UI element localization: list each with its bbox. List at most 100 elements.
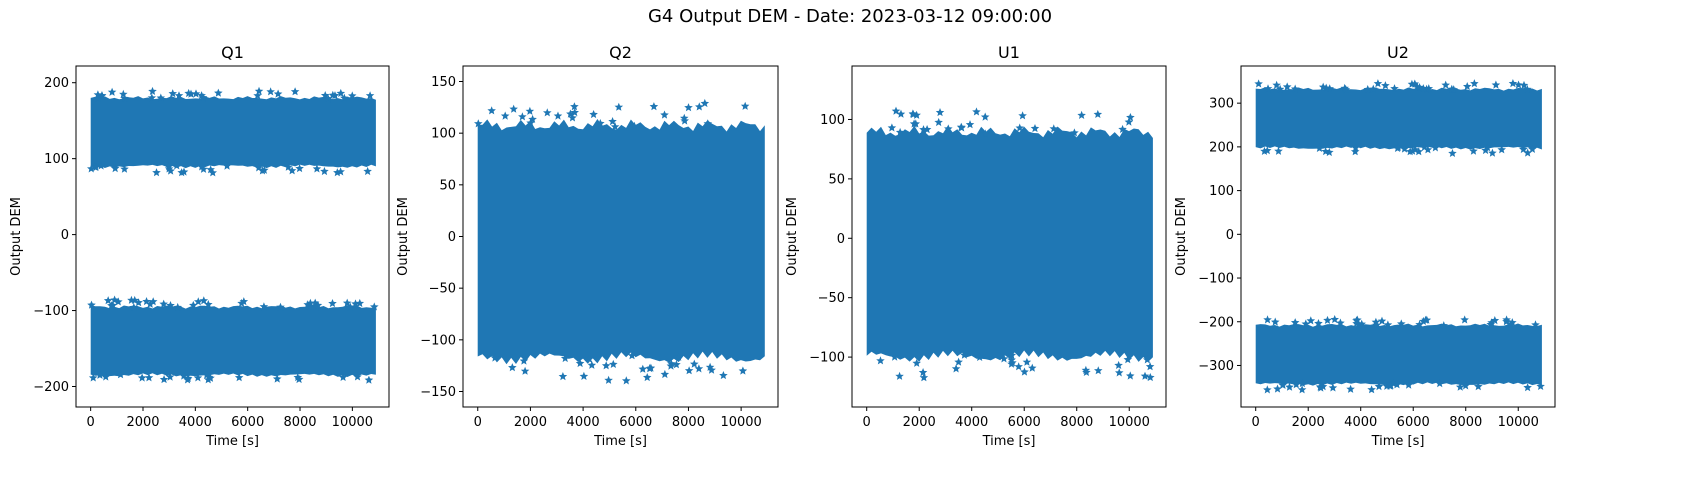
scatter-point — [1523, 148, 1532, 157]
scatter-point — [1439, 321, 1449, 330]
scatter-point — [1400, 144, 1409, 153]
scatter-point — [667, 359, 676, 368]
scatter-point — [1282, 82, 1292, 91]
scatter-point — [528, 114, 537, 123]
scatter-point — [1474, 382, 1483, 391]
scatter-point — [197, 91, 206, 100]
scatter-point — [1377, 316, 1387, 325]
scatter-point — [490, 353, 500, 362]
scatter-point — [660, 110, 669, 119]
scatter-point — [290, 87, 300, 96]
x-tick-label: 10000 — [332, 415, 373, 430]
scatter-point — [1301, 319, 1311, 328]
scatter-band-1 — [1255, 87, 1542, 150]
scatter-point — [934, 117, 943, 127]
data-points — [87, 86, 379, 384]
scatter-point — [266, 87, 275, 96]
axes-frame — [851, 65, 1167, 408]
scatter-point — [116, 370, 125, 379]
scatter-point — [700, 98, 710, 108]
scatter-point — [260, 165, 269, 174]
scatter-point — [518, 112, 527, 121]
scatter-point — [1460, 315, 1469, 324]
y-tick-label: −100 — [809, 351, 845, 366]
scatter-point — [1523, 383, 1532, 392]
scatter-point — [284, 162, 293, 171]
scatter-point — [918, 368, 928, 377]
scatter-point — [107, 87, 117, 96]
scatter-point — [166, 301, 175, 310]
scatter-point — [1514, 80, 1523, 89]
scatter-point — [93, 90, 103, 99]
scatter-point — [208, 168, 217, 177]
scatter-point — [610, 122, 620, 131]
scatter-point — [1014, 362, 1023, 371]
scatter-point — [137, 373, 147, 382]
scatter-point — [1022, 357, 1032, 366]
scatter-point — [579, 371, 589, 380]
y-tick-label: −100 — [1198, 272, 1234, 287]
scatter-point — [922, 125, 932, 134]
scatter-point — [1140, 371, 1150, 380]
scatter-point — [1447, 84, 1457, 93]
scatter-point — [370, 302, 379, 311]
scatter-band-1 — [90, 96, 376, 169]
scatter-point — [273, 89, 283, 98]
scatter-point — [165, 372, 175, 381]
scatter-point — [1263, 84, 1273, 93]
scatter-point — [174, 91, 184, 100]
scatter-point — [1077, 110, 1086, 119]
x-tick-label: 8000 — [283, 415, 316, 430]
scatter-point — [1346, 384, 1355, 393]
scatter-point — [919, 373, 929, 382]
scatter-point — [1124, 117, 1134, 126]
scatter-point — [1263, 385, 1272, 394]
scatter-point — [1350, 147, 1360, 156]
scatter-point — [896, 109, 906, 118]
scatter-point — [558, 372, 568, 381]
scatter-point — [890, 352, 899, 361]
scatter-point — [96, 161, 106, 170]
scatter-point — [1531, 320, 1540, 329]
scatter-point — [253, 91, 262, 100]
scatter-point — [972, 107, 981, 116]
scatter-point — [1007, 350, 1017, 359]
x-tick-label: 10000 — [1109, 415, 1150, 430]
scatter-point — [509, 104, 518, 113]
x-tick-label: 0 — [863, 415, 871, 430]
scatter-point — [1115, 368, 1124, 377]
scatter-point — [1272, 80, 1281, 89]
subplot-title: U1 — [998, 43, 1020, 62]
scatter-band-1 — [477, 119, 765, 365]
scatter-point — [1383, 320, 1393, 329]
scatter-point — [320, 166, 329, 176]
scatter-point — [1290, 318, 1300, 327]
scatter-point — [1352, 319, 1361, 328]
scatter-point — [1049, 124, 1058, 133]
y-tick-label: 100 — [44, 152, 69, 167]
scatter-point — [1373, 79, 1383, 88]
scatter-point — [1390, 84, 1399, 93]
scatter-point — [638, 364, 648, 373]
scatter-point — [206, 373, 215, 382]
scatter-point — [159, 299, 168, 308]
x-axis-label: Time [s] — [1371, 434, 1425, 449]
scatter-point — [1306, 316, 1316, 325]
scatter-point — [1419, 316, 1428, 325]
scatter-point — [895, 371, 904, 380]
y-tick-label: −150 — [420, 385, 456, 400]
x-tick-label: 4000 — [1344, 415, 1377, 430]
scatter-point — [1382, 381, 1392, 390]
scatter-point — [1381, 81, 1390, 90]
scatter-point — [1271, 317, 1280, 326]
scatter-point — [630, 121, 639, 130]
scatter-point — [1290, 84, 1300, 93]
scatter-point — [587, 360, 597, 369]
scatter-point — [560, 353, 570, 363]
scatter-band-1 — [866, 125, 1153, 362]
scatter-point — [614, 102, 624, 111]
scatter-point — [609, 359, 618, 368]
scatter-point — [312, 164, 322, 173]
x-tick-label: 8000 — [672, 415, 705, 430]
scatter-point — [194, 297, 203, 306]
